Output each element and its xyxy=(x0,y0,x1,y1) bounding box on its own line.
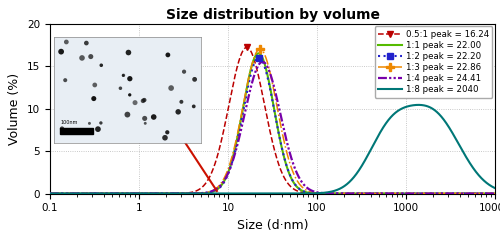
X-axis label: Size (d·nm): Size (d·nm) xyxy=(237,219,308,232)
Title: Size distribution by volume: Size distribution by volume xyxy=(166,8,380,22)
Y-axis label: Volume (%): Volume (%) xyxy=(8,72,22,145)
Legend: 0.5:1 peak = 16.24, 1:1 peak = 22.00, 1:2 peak = 22.20, 1:3 peak = 22.86, 1:4 pe: 0.5:1 peak = 16.24, 1:1 peak = 22.00, 1:… xyxy=(374,26,492,98)
